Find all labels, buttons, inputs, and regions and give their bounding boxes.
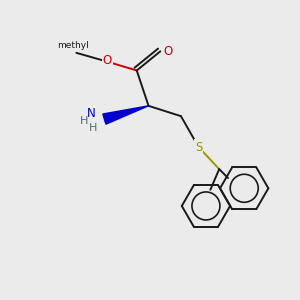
Text: H: H (89, 123, 98, 133)
Text: O: O (103, 54, 112, 67)
Text: methyl: methyl (58, 41, 89, 50)
Polygon shape (103, 106, 148, 124)
Text: N: N (87, 107, 95, 120)
Text: H: H (80, 116, 88, 126)
Text: O: O (163, 45, 172, 58)
Text: S: S (195, 141, 202, 154)
